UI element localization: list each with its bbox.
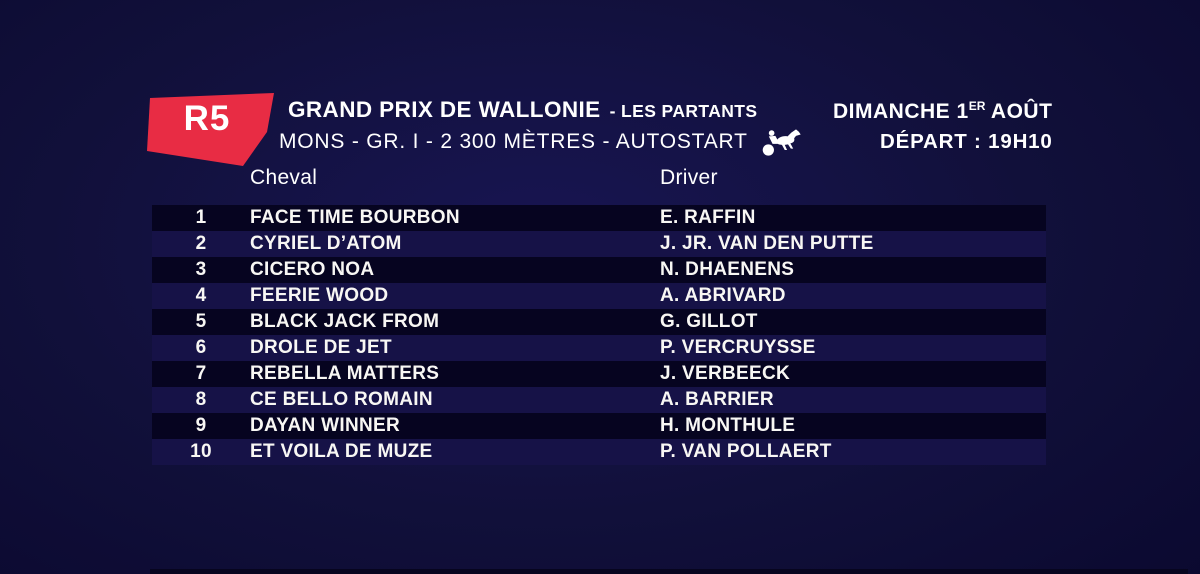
horse-name: BLACK JACK FROM: [250, 311, 440, 332]
race-date-month: AOÛT: [985, 100, 1053, 123]
column-header-horse: Cheval: [250, 166, 318, 189]
table-row: 10 ET VOILA DE MUZE P. VAN POLLAERT: [152, 439, 1046, 465]
driver-name: J. JR. VAN DEN PUTTE: [660, 233, 874, 254]
race-title-line: GRAND PRIX DE WALLONIE - LES PARTANTS: [288, 97, 757, 123]
horse-name: REBELLA MATTERS: [250, 363, 440, 384]
column-header-driver: Driver: [660, 166, 718, 189]
horse-number: 2: [195, 233, 207, 254]
race-date: DIMANCHE 1ER AOÛT: [833, 99, 1052, 124]
driver-name: P. VAN POLLAERT: [660, 441, 832, 462]
table-row: 5 BLACK JACK FROM G. GILLOT: [152, 309, 1046, 335]
table-row: 2 CYRIEL D’ATOM J. JR. VAN DEN PUTTE: [152, 231, 1046, 257]
horse-name: CYRIEL D’ATOM: [250, 233, 402, 254]
horse-number: 1: [195, 207, 207, 228]
horse-number: 10: [190, 441, 212, 462]
horse-number: 6: [195, 337, 207, 358]
horse-name: CE BELLO ROMAIN: [250, 389, 433, 410]
driver-name: A. ABRIVARD: [660, 285, 786, 306]
table-row: 1 FACE TIME BOURBON E. RAFFIN: [152, 205, 1046, 231]
driver-name: J. VERBEECK: [660, 363, 791, 384]
race-title-suffix: - LES PARTANTS: [609, 101, 758, 121]
race-start-time: DÉPART : 19H10: [880, 130, 1053, 153]
table-row: 7 REBELLA MATTERS J. VERBEECK: [152, 361, 1046, 387]
race-date-day: DIMANCHE 1: [833, 100, 969, 123]
race-subtitle-line: MONS - GR. I - 2 300 MÈTRES - AUTOSTART: [279, 127, 802, 157]
driver-name: H. MONTHULE: [660, 415, 796, 436]
horse-number: 4: [195, 285, 207, 306]
race-title: GRAND PRIX DE WALLONIE: [288, 97, 601, 122]
partants-table-body: 1 FACE TIME BOURBON E. RAFFIN 2 CYRIEL D…: [152, 205, 1046, 465]
horse-name: DAYAN WINNER: [250, 415, 400, 436]
table-row: 4 FEERIE WOOD A. ABRIVARD: [152, 283, 1046, 309]
driver-name: P. VERCRUYSSE: [660, 337, 816, 358]
horse-number: 7: [195, 363, 207, 384]
horse-name: DROLE DE JET: [250, 337, 392, 358]
race-subtitle: MONS - GR. I - 2 300 MÈTRES - AUTOSTART: [279, 130, 748, 153]
horse-number: 5: [195, 311, 207, 332]
horse-name: FEERIE WOOD: [250, 285, 389, 306]
horse-name: FACE TIME BOURBON: [250, 207, 460, 228]
race-badge-label: R5: [183, 99, 231, 138]
horse-number: 3: [195, 259, 207, 280]
bottom-edge-strip: [150, 569, 1188, 574]
horse-name: CICERO NOA: [250, 259, 375, 280]
driver-name: G. GILLOT: [660, 311, 758, 332]
driver-name: N. DHAENENS: [660, 259, 795, 280]
horse-name: ET VOILA DE MUZE: [250, 441, 433, 462]
horse-number: 9: [195, 415, 207, 436]
driver-name: E. RAFFIN: [660, 207, 756, 228]
table-row: 6 DROLE DE JET P. VERCRUYSSE: [152, 335, 1046, 361]
race-badge-flag: [147, 93, 274, 166]
table-row: 3 CICERO NOA N. DHAENENS: [152, 257, 1046, 283]
horse-sulky-icon: [762, 129, 801, 156]
race-date-ordinal: ER: [968, 99, 986, 113]
table-row: 9 DAYAN WINNER H. MONTHULE: [152, 413, 1046, 439]
race-badge: R5: [146, 90, 276, 170]
table-row: 8 CE BELLO ROMAIN A. BARRIER: [152, 387, 1046, 413]
horse-number: 8: [195, 389, 207, 410]
driver-name: A. BARRIER: [660, 389, 774, 410]
